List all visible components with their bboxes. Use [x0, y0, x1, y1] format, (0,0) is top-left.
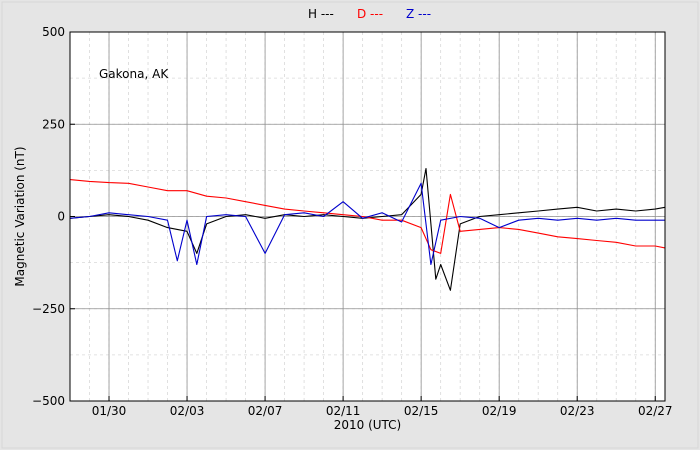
legend-entry-d: D --- — [357, 7, 383, 21]
x-tick-label: 02/19 — [482, 404, 517, 418]
y-tick-label: −500 — [32, 394, 65, 408]
grid — [70, 32, 665, 401]
x-tick-label: 02/27 — [638, 404, 673, 418]
station-annotation: Gakona, AK — [99, 67, 169, 81]
x-tick-label: 02/15 — [404, 404, 439, 418]
x-tick-label: 01/30 — [92, 404, 127, 418]
x-tick-label: 02/07 — [248, 404, 283, 418]
series-layer — [69, 167, 666, 291]
y-tick-label: 0 — [57, 210, 65, 224]
legend-entry-z: Z --- — [406, 7, 431, 21]
x-axis-label: 2010 (UTC) — [334, 418, 402, 432]
legend: H --- D --- Z --- — [308, 7, 431, 21]
y-axis-label: Magnetic Variation (nT) — [13, 146, 27, 286]
y-tick-label: 500 — [42, 25, 65, 39]
legend-entry-h: H --- — [308, 7, 334, 21]
y-tick-label: 250 — [42, 117, 65, 131]
x-tick-label: 02/23 — [560, 404, 595, 418]
series-line-h — [69, 167, 666, 291]
y-tick-label: −250 — [32, 302, 65, 316]
series-line-z — [69, 182, 665, 266]
x-tick-label: 02/11 — [326, 404, 361, 418]
x-tick-label: 02/03 — [170, 404, 205, 418]
axis-ticks: 01/30 02/03 02/07 02/11 02/15 02/19 02/23 02/27… — [32, 25, 673, 418]
series-line-d — [69, 179, 666, 254]
